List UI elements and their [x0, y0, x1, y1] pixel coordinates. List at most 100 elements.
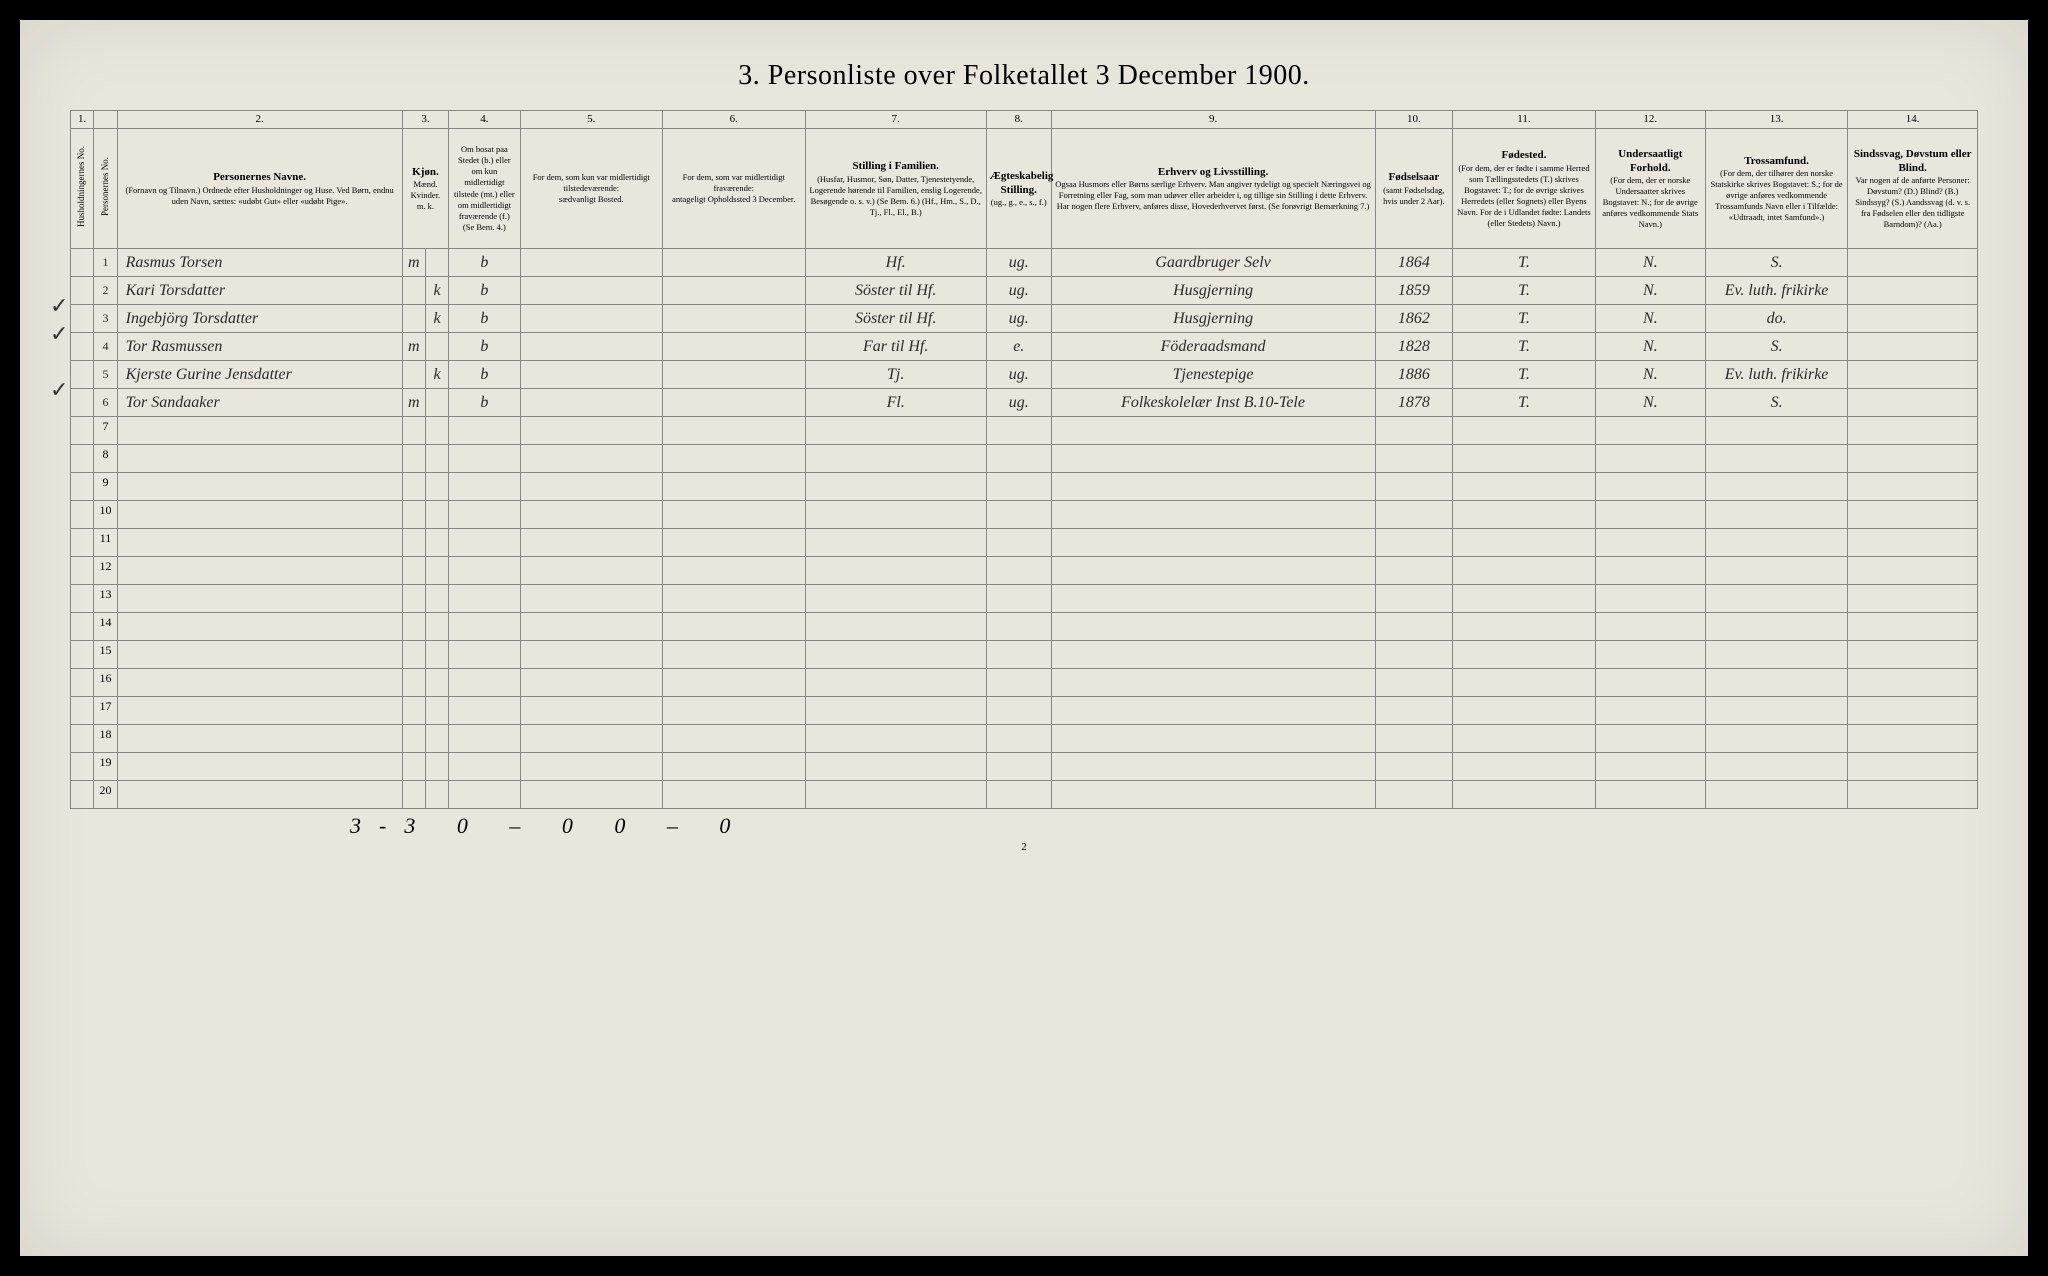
- cell: 7: [94, 417, 117, 445]
- cell: [1375, 781, 1453, 809]
- cell: 2: [94, 277, 117, 305]
- cell: [805, 669, 986, 697]
- cell: [1848, 725, 1978, 753]
- cell: [1453, 417, 1596, 445]
- cell: [449, 669, 520, 697]
- cell: [520, 417, 663, 445]
- cell: [805, 697, 986, 725]
- cell: [1848, 669, 1978, 697]
- cell: [402, 669, 425, 697]
- cell: [1453, 781, 1596, 809]
- cell: Rasmus Torsen: [117, 249, 402, 277]
- cell: Folkeskolelær Inst B.10-Tele: [1051, 389, 1375, 417]
- cell: [1051, 781, 1375, 809]
- cell: [1705, 781, 1848, 809]
- cell: [1848, 753, 1978, 781]
- cell: [1848, 501, 1978, 529]
- cell: [986, 501, 1051, 529]
- cell: N.: [1595, 333, 1705, 361]
- cell: [663, 389, 806, 417]
- cell: 18: [94, 725, 117, 753]
- cell: 13: [94, 585, 117, 613]
- cell: 1: [94, 249, 117, 277]
- cell: [1375, 417, 1453, 445]
- cell: [71, 361, 94, 389]
- cell: 1828: [1375, 333, 1453, 361]
- cell: Ingebjörg Torsdatter: [117, 305, 402, 333]
- cell: Kjerste Gurine Jensdatter: [117, 361, 402, 389]
- footer-tally: 3-3 0 – 0 0 – 0: [70, 813, 1978, 839]
- cell: [402, 445, 425, 473]
- table-row: 20: [71, 781, 1978, 809]
- column-number-row: 1.2.3.4.5.6.7.8.9.10.11.12.13.14.: [71, 111, 1978, 129]
- cell: b: [449, 277, 520, 305]
- cell: [1848, 585, 1978, 613]
- cell: [663, 781, 806, 809]
- table-row: 14: [71, 613, 1978, 641]
- column-number: 10.: [1375, 111, 1453, 129]
- cell: k: [425, 361, 448, 389]
- cell: N.: [1595, 361, 1705, 389]
- cell: [1848, 697, 1978, 725]
- cell: [449, 501, 520, 529]
- cell: [986, 613, 1051, 641]
- cell: [805, 585, 986, 613]
- cell: [1375, 725, 1453, 753]
- cell: [1595, 669, 1705, 697]
- cell: [986, 781, 1051, 809]
- table-row: 12: [71, 557, 1978, 585]
- header-name: Personernes Navne. (Fornavn og Tilnavn.)…: [117, 129, 402, 249]
- cell: [1848, 529, 1978, 557]
- cell: [663, 417, 806, 445]
- checkmark-icon: ✓: [50, 321, 68, 347]
- cell: [449, 641, 520, 669]
- cell: [1453, 641, 1596, 669]
- cell: [663, 361, 806, 389]
- table-row: 19: [71, 753, 1978, 781]
- cell: [1453, 697, 1596, 725]
- cell: Tj.: [805, 361, 986, 389]
- cell: [402, 361, 425, 389]
- cell: [663, 529, 806, 557]
- cell: [1051, 697, 1375, 725]
- table-row: 9: [71, 473, 1978, 501]
- cell: [117, 753, 402, 781]
- cell: Far til Hf.: [805, 333, 986, 361]
- cell: [1453, 473, 1596, 501]
- cell: [449, 557, 520, 585]
- cell: [425, 697, 448, 725]
- cell: [402, 781, 425, 809]
- header-sex: Kjøn. Mænd. Kvinder. m. k.: [402, 129, 449, 249]
- cell: [449, 781, 520, 809]
- header-occupation: Erhverv og Livsstilling. Ogsaa Husmors e…: [1051, 129, 1375, 249]
- cell: [1848, 333, 1978, 361]
- cell: 16: [94, 669, 117, 697]
- cell: [520, 669, 663, 697]
- table-row: 13: [71, 585, 1978, 613]
- cell: Husgjerning: [1051, 305, 1375, 333]
- cell: [1848, 557, 1978, 585]
- cell: [402, 697, 425, 725]
- cell: Tor Sandaaker: [117, 389, 402, 417]
- cell: [71, 277, 94, 305]
- cell: [117, 445, 402, 473]
- cell: [425, 613, 448, 641]
- cell: [1375, 669, 1453, 697]
- cell: [1705, 473, 1848, 501]
- cell: [1848, 417, 1978, 445]
- column-number: 14.: [1848, 111, 1978, 129]
- cell: [1848, 389, 1978, 417]
- cell: T.: [1453, 389, 1596, 417]
- column-number: 1.: [71, 111, 94, 129]
- cell: 1859: [1375, 277, 1453, 305]
- cell: [402, 277, 425, 305]
- cell: [1051, 473, 1375, 501]
- cell: [663, 641, 806, 669]
- cell: [520, 697, 663, 725]
- cell: [449, 529, 520, 557]
- cell: [1453, 753, 1596, 781]
- cell: [1453, 585, 1596, 613]
- cell: [449, 585, 520, 613]
- cell: ug.: [986, 361, 1051, 389]
- header-birthplace: Fødested. (For dem, der er fødte i samme…: [1453, 129, 1596, 249]
